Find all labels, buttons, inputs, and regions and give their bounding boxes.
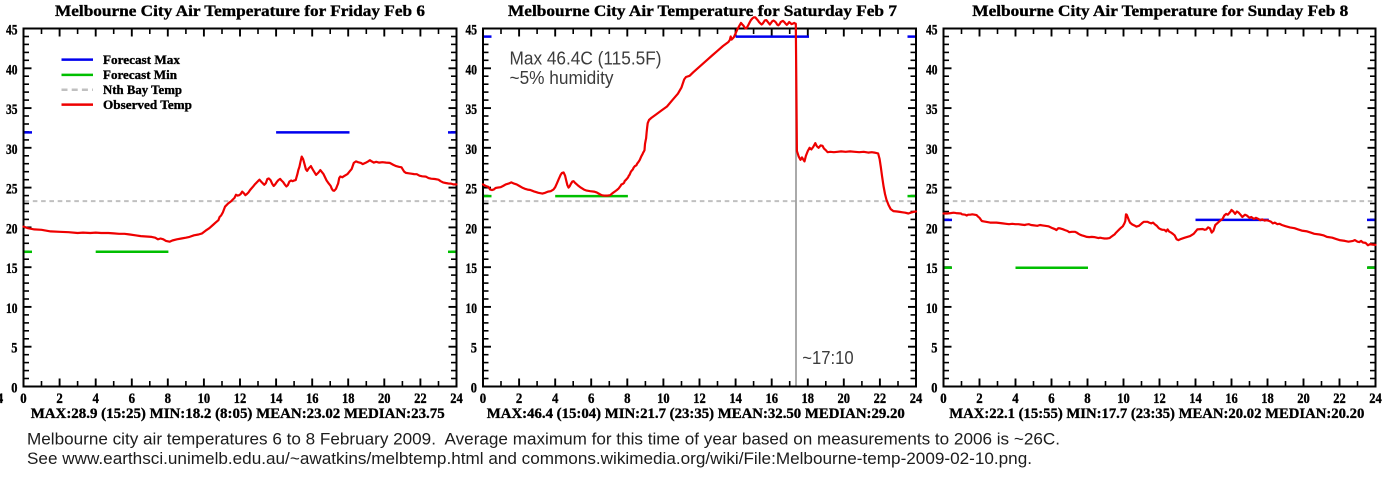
svg-text:16: 16 xyxy=(1225,391,1238,407)
svg-text:0: 0 xyxy=(940,391,946,407)
svg-text:8: 8 xyxy=(1084,391,1090,407)
svg-text:45: 45 xyxy=(6,23,18,39)
svg-text:Melbourne City Air Temperature: Melbourne City Air Temperature for Satur… xyxy=(508,3,897,20)
svg-text:40: 40 xyxy=(466,62,478,78)
svg-text:12: 12 xyxy=(693,391,706,407)
svg-text:14: 14 xyxy=(270,391,283,407)
svg-text:15: 15 xyxy=(466,261,478,277)
svg-text:Forecast Min: Forecast Min xyxy=(103,67,178,82)
svg-text:35: 35 xyxy=(466,102,478,118)
svg-text:Observed Temp: Observed Temp xyxy=(103,97,192,112)
svg-text:6: 6 xyxy=(588,391,594,407)
svg-text:10: 10 xyxy=(657,391,670,407)
svg-text:MAX:46.4 (15:04) MIN:21.7 (23:: MAX:46.4 (15:04) MIN:21.7 (23:35) MEAN:3… xyxy=(487,406,905,422)
svg-text:25: 25 xyxy=(926,182,938,198)
svg-text:20: 20 xyxy=(6,221,18,237)
svg-text:14: 14 xyxy=(729,391,742,407)
svg-text:~5% humidity: ~5% humidity xyxy=(510,68,614,88)
svg-text:12: 12 xyxy=(234,391,247,407)
svg-text:0: 0 xyxy=(480,391,486,407)
svg-text:18: 18 xyxy=(1261,391,1274,407)
svg-text:Melbourne City Air Temperature: Melbourne City Air Temperature for Sunda… xyxy=(972,3,1348,20)
svg-text:35: 35 xyxy=(926,102,938,118)
svg-text:16: 16 xyxy=(306,391,319,407)
svg-text:20: 20 xyxy=(926,221,938,237)
svg-text:10: 10 xyxy=(6,301,18,317)
svg-text:Max 46.4C (115.5F): Max 46.4C (115.5F) xyxy=(510,49,662,69)
svg-text:0: 0 xyxy=(931,381,937,397)
svg-text:5: 5 xyxy=(471,341,477,357)
svg-text:10: 10 xyxy=(198,391,211,407)
svg-text:20: 20 xyxy=(1297,391,1310,407)
svg-text:25: 25 xyxy=(6,182,18,198)
svg-text:4: 4 xyxy=(1012,391,1018,407)
svg-text:4: 4 xyxy=(0,391,3,407)
svg-text:4: 4 xyxy=(552,391,558,407)
svg-text:5: 5 xyxy=(11,341,17,357)
svg-text:15: 15 xyxy=(926,261,938,277)
svg-text:20: 20 xyxy=(838,391,851,407)
svg-text:5: 5 xyxy=(931,341,937,357)
svg-text:MAX:28.9 (15:25) MIN:18.2 (8:0: MAX:28.9 (15:25) MIN:18.2 (8:05) MEAN:23… xyxy=(31,406,445,422)
svg-text:0: 0 xyxy=(471,381,477,397)
svg-text:0: 0 xyxy=(11,381,17,397)
svg-text:~17:10: ~17:10 xyxy=(802,348,853,368)
svg-text:12: 12 xyxy=(1153,391,1166,407)
svg-text:30: 30 xyxy=(926,142,938,158)
svg-text:0: 0 xyxy=(20,391,26,407)
svg-text:40: 40 xyxy=(6,62,18,78)
svg-text:45: 45 xyxy=(466,23,478,39)
svg-text:22: 22 xyxy=(414,391,427,407)
svg-text:MAX:22.1 (15:55) MIN:17.7 (23:: MAX:22.1 (15:55) MIN:17.7 (23:35) MEAN:2… xyxy=(949,406,1364,422)
svg-text:25: 25 xyxy=(466,182,478,198)
svg-text:24: 24 xyxy=(450,391,463,407)
svg-text:Forecast Max: Forecast Max xyxy=(103,52,180,67)
svg-text:45: 45 xyxy=(926,23,938,39)
svg-text:30: 30 xyxy=(466,142,478,158)
svg-text:30: 30 xyxy=(6,142,18,158)
svg-text:Melbourne City Air Temperature: Melbourne City Air Temperature for Frida… xyxy=(55,3,425,20)
svg-text:6: 6 xyxy=(1048,391,1054,407)
svg-text:2: 2 xyxy=(56,391,62,407)
svg-text:10: 10 xyxy=(926,301,938,317)
svg-text:22: 22 xyxy=(874,391,887,407)
svg-text:10: 10 xyxy=(1117,391,1130,407)
svg-text:6: 6 xyxy=(129,391,135,407)
svg-text:8: 8 xyxy=(624,391,630,407)
svg-text:See www.earthsci.unimelb.edu.a: See www.earthsci.unimelb.edu.au/~awatkin… xyxy=(27,450,1032,468)
svg-text:20: 20 xyxy=(378,391,391,407)
svg-text:8: 8 xyxy=(165,391,171,407)
svg-text:24: 24 xyxy=(910,391,923,407)
svg-text:40: 40 xyxy=(926,62,938,78)
svg-text:20: 20 xyxy=(466,221,478,237)
svg-text:2: 2 xyxy=(976,391,982,407)
svg-text:Melbourne city air temperature: Melbourne city air temperatures 6 to 8 F… xyxy=(27,431,1060,449)
svg-text:24: 24 xyxy=(1369,391,1382,407)
svg-text:2: 2 xyxy=(516,391,522,407)
svg-text:18: 18 xyxy=(802,391,815,407)
svg-text:Nth Bay Temp: Nth Bay Temp xyxy=(103,82,182,97)
svg-text:14: 14 xyxy=(1189,391,1202,407)
svg-text:10: 10 xyxy=(466,301,478,317)
svg-text:22: 22 xyxy=(1333,391,1346,407)
svg-text:4: 4 xyxy=(93,391,99,407)
svg-text:35: 35 xyxy=(6,102,18,118)
svg-text:15: 15 xyxy=(6,261,18,277)
svg-text:18: 18 xyxy=(342,391,355,407)
svg-text:16: 16 xyxy=(765,391,778,407)
